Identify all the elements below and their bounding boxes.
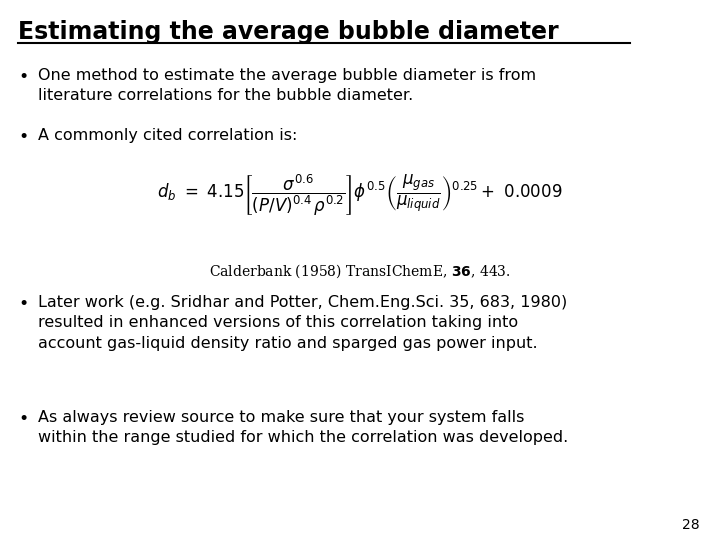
Text: •: • xyxy=(18,295,28,313)
Text: Later work (e.g. Sridhar and Potter, Chem.Eng.Sci. 35, 683, 1980)
resulted in en: Later work (e.g. Sridhar and Potter, Che… xyxy=(38,295,567,351)
Text: One method to estimate the average bubble diameter is from
literature correlatio: One method to estimate the average bubbl… xyxy=(38,68,536,103)
Text: 28: 28 xyxy=(683,518,700,532)
Text: Estimating the average bubble diameter: Estimating the average bubble diameter xyxy=(18,20,559,44)
Text: Calderbank (1958) TransIChemE, $\mathbf{36}$, 443.: Calderbank (1958) TransIChemE, $\mathbf{… xyxy=(209,262,511,280)
Text: •: • xyxy=(18,68,28,86)
Text: As always review source to make sure that your system falls
within the range stu: As always review source to make sure tha… xyxy=(38,410,568,446)
Text: •: • xyxy=(18,128,28,146)
Text: •: • xyxy=(18,410,28,428)
Text: A commonly cited correlation is:: A commonly cited correlation is: xyxy=(38,128,297,143)
Text: $d_b \ = \ 4.15 \left[\dfrac{\sigma^{0.6}}{(P/V)^{0.4}\,\rho^{0.2}}\right]\phi^{: $d_b \ = \ 4.15 \left[\dfrac{\sigma^{0.6… xyxy=(157,172,563,218)
